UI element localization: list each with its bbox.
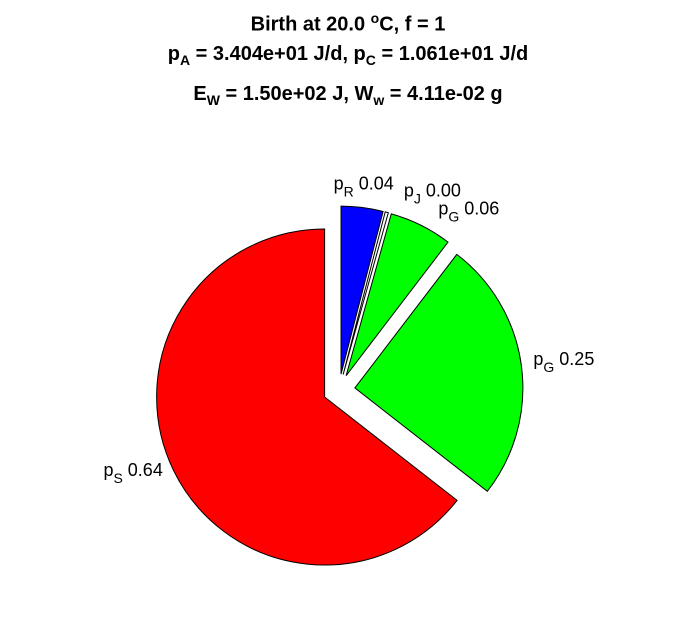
title-line-1-suffix: C, f = 1 [379,13,446,36]
title-line-1-superscript: o [370,10,380,26]
pie-label-pr-0: pR 0.04 [334,174,394,200]
pie-label-pg-3: pG 0.25 [533,349,594,375]
title-line-3: EW = 1.50e+02 J, Ww = 4.11e-02 g [0,83,696,108]
title-line-3-sub-a: W [206,92,220,108]
pie-label-pg-2: pG 0.06 [438,199,499,225]
title-line-2-text-c: = 1.061e+01 J/d [375,43,529,65]
pie-slice-pg-3 [354,253,524,493]
title-line-3-text-c: = 4.11e-02 g [384,83,503,105]
pie-slice-ps-4 [156,228,458,566]
title-line-1: Birth at 20.0 oC, f = 1 [0,10,696,37]
title-line-2-text-a: p [167,43,180,65]
pie-slice-pr-0 [340,205,384,375]
title-line-2: pA = 3.404e+01 J/d, pC = 1.061e+01 J/d [0,43,696,68]
title-line-2-sub-a: A [179,52,191,68]
title-line-2-sub-b: C [365,52,376,68]
title-line-1-prefix: Birth at 20.0 [250,13,371,36]
title-line-3-sub-b: w [373,92,385,108]
title-line-2-text-b: = 3.404e+01 J/d, p [190,43,366,65]
title-line-3-text-b: = 1.50e+02 J, W [219,83,374,105]
title-line-3-text-a: E [193,83,207,105]
pie-label-ps-4: pS 0.64 [103,460,162,486]
pie-slice-pj-1 [342,211,389,375]
pie-slice-pg-2 [345,213,449,376]
pie-label-pj-1: pJ 0.00 [404,181,461,207]
